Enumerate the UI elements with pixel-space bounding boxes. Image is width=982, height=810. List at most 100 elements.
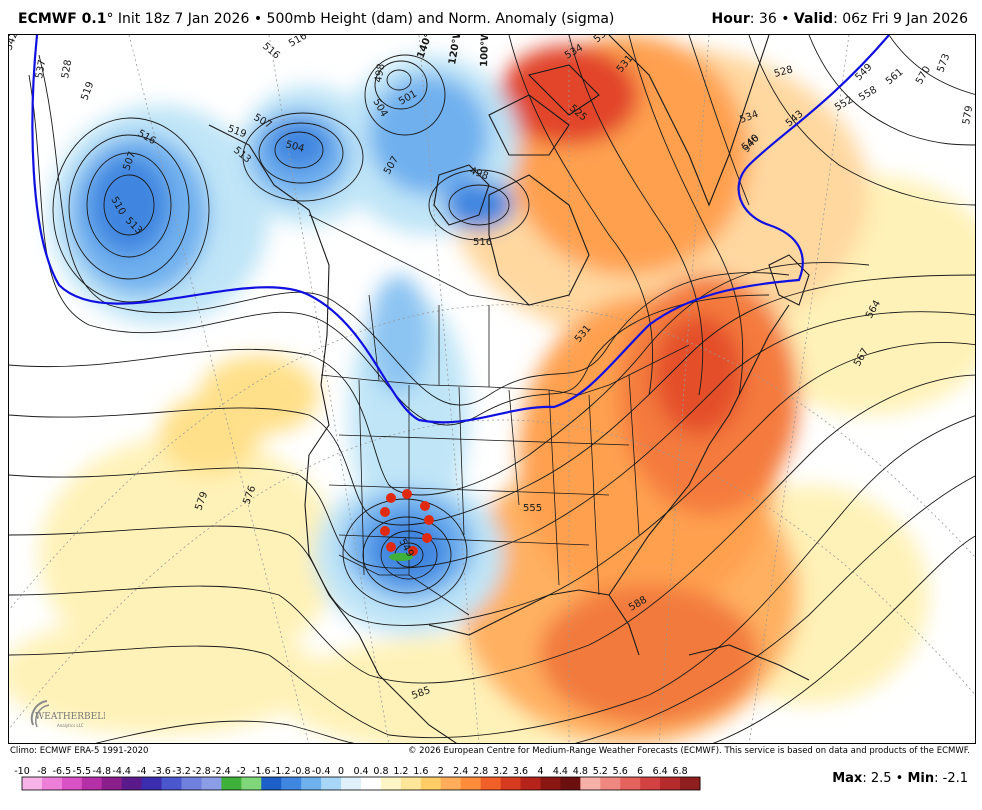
colorbar-swatch [61,777,83,790]
colorbar-tick-label: 6 [637,766,643,777]
colorbar-tick-label: -4.8 [92,766,111,777]
colorbar-tick-label: 2.4 [453,766,468,777]
colorbar-tick-label: 0.4 [353,766,368,777]
station-dot [408,546,418,556]
colorbar-swatch [361,777,382,790]
max-min-readout: Max: 2.5 • Min: -2.1 [832,771,968,786]
contour-label: 537 [34,59,48,80]
colorbar-swatch [241,777,262,790]
hour-value: : 36 [749,11,777,27]
colorbar-swatch [400,777,422,790]
init-time: Init 18z 7 Jan 2026 [117,11,250,27]
climo-credit: Climo: ECMWF ERA-5 1991-2020 [10,746,149,756]
degree-sign: ° [106,11,114,27]
colorbar-tick-label: -10 [14,766,30,777]
colorbar-tick-label: -8 [37,766,46,777]
colorbar-border [21,776,701,791]
colorbar-swatch [660,777,681,790]
max-label: Max [832,771,863,786]
colorbar-tick-label: 2.8 [473,766,488,777]
meridian-label: 100°W [479,35,491,67]
colorbar-tick-label: 0 [338,766,344,777]
colorbar-tick-label: -0.8 [292,766,311,777]
maxmin-separator: • [895,771,904,786]
colorbar-tick-label: 3.2 [493,766,508,777]
logo-text: WEATHERBELL [35,712,105,722]
colorbar-tick-label: -6.5 [53,766,72,777]
height-contours [9,35,975,743]
station-dot [380,507,390,517]
colorbar-swatch [460,777,482,790]
coastlines [208,35,810,743]
colorbar-swatch [380,777,402,790]
colorbar-tick-label: 6.8 [673,766,688,777]
colorbar-swatch [600,777,621,790]
colorbar-swatch [181,777,202,790]
colorbar-swatch [540,777,561,790]
colorbar-tick-label: -3.6 [152,766,171,777]
station-markers [380,489,434,556]
colorbar-swatch [101,777,123,790]
graticule [9,35,975,743]
colorbar-tick-label: 6.4 [653,766,668,777]
green-marker [389,553,413,561]
contour-label: 516 [473,237,492,248]
colorbar-swatch [620,777,641,790]
station-dot [402,489,412,499]
colorbar-tick-label: 4 [537,766,543,777]
colorbar-swatch [640,777,661,790]
colorbar-tick-label: -2.4 [212,766,231,777]
colorbar-tick-label: -4.4 [112,766,131,777]
station-dot [386,542,396,552]
max-value: : 2.5 [862,771,892,786]
colorbar-swatch [321,777,342,790]
colorbar-swatch [440,777,462,790]
contour-label: 534 [592,35,614,45]
colorbar: -10 -8 -6.5 -5.5 -4.8 -4.4 -4 -3.6 -3.2 -2.8 -2.4-… [14,766,701,791]
colorbar-tick-label: 5.6 [613,766,628,777]
colorbar-swatch [121,777,143,790]
colorbar-swatch [281,777,302,790]
contour-label: 504 [284,139,305,155]
colorbar-swatch [500,777,522,790]
colorbar-swatch [221,777,242,790]
credits-bar: Climo: ECMWF ERA-5 1991-2020 © 2026 Euro… [0,744,982,758]
contour-label: 528 [773,64,794,80]
colorbar-swatch [341,777,362,790]
logo-subtext: Analytics LLC [57,723,84,728]
hour-label: Hour [711,11,750,27]
colorbar-tick-label: 3.6 [513,766,528,777]
contour-label: 579 [961,105,975,126]
station-dot [386,493,396,503]
valid-time: Hour: 36 • Valid: 06z Fri 9 Jan 2026 [712,11,968,27]
model-name: ECMWF 0.1 [18,11,107,27]
colorbar-tick-label: 1.6 [413,766,428,777]
colorbar-legend: -10 -8 -6.5 -5.5 -4.8 -4.4 -4 -3.6 -3.2 -2.8 -2.4-… [0,760,982,810]
colorbar-swatch [520,777,541,790]
colorbar-tick-label: 1.2 [393,766,408,777]
colorbar-tick-label: -3.2 [172,766,191,777]
station-dot [422,533,432,543]
colorbar-tick-label: -1.6 [252,766,271,777]
colorbar-tick-label: -5.5 [73,766,92,777]
colorbar-swatch [680,777,701,790]
colorbar-swatch [560,777,581,790]
colorbar-tick-label: 4.4 [553,766,568,777]
colorbar-tick-label: 4.8 [573,766,588,777]
colorbar-tick-label: 0.8 [373,766,388,777]
min-label: Min [907,771,935,786]
valid-label: Valid [793,11,834,27]
valid-value: : 06z Fri 9 Jan 2026 [833,11,968,27]
colorbar-tick-label: 5.2 [593,766,608,777]
station-dot [380,526,390,536]
colorbar-swatch [81,777,103,790]
colorbar-tick-label: -2 [237,766,246,777]
title-separator: • [253,11,263,27]
colorbar-tick-label: -0.4 [312,766,331,777]
copyright-credit: © 2026 European Centre for Medium-Range … [407,746,970,756]
colorbar-swatch [261,777,282,790]
contour-label: 528 [60,59,74,80]
map-title: ECMWF 0.1° Init 18z 7 Jan 2026 • 500mb H… [18,11,614,27]
contour-label: 555 [523,503,542,514]
station-dot [420,501,430,511]
